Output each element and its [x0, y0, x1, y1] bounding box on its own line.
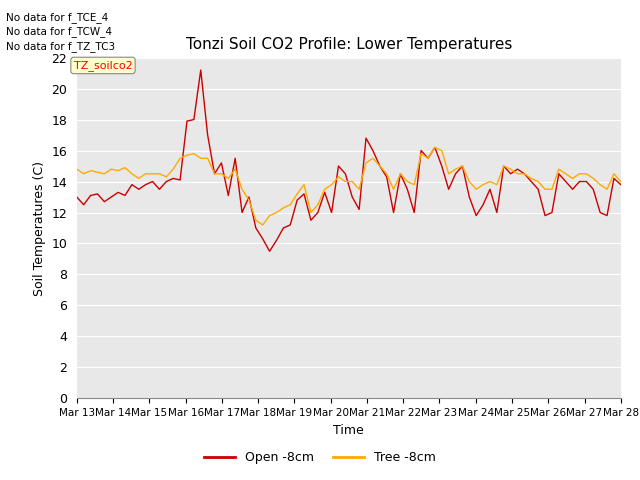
Legend: Open -8cm, Tree -8cm: Open -8cm, Tree -8cm	[199, 446, 441, 469]
Tree -8cm	[459, 163, 467, 169]
Tree -8cm	[259, 222, 267, 228]
Open -8cm	[459, 163, 467, 169]
Tree -8cm	[438, 148, 445, 154]
Open -8cm	[73, 194, 81, 200]
Title: Tonzi Soil CO2 Profile: Lower Temperatures: Tonzi Soil CO2 Profile: Lower Temperatur…	[186, 37, 512, 52]
Open -8cm	[410, 210, 418, 216]
Open -8cm	[266, 248, 273, 254]
Tree -8cm	[73, 166, 81, 172]
Tree -8cm	[403, 179, 411, 184]
X-axis label: Time: Time	[333, 424, 364, 437]
Open -8cm	[438, 163, 445, 169]
Open -8cm	[417, 148, 425, 154]
Tree -8cm	[617, 179, 625, 184]
Tree -8cm	[410, 182, 418, 188]
Tree -8cm	[321, 186, 328, 192]
Line: Open -8cm: Open -8cm	[77, 70, 621, 251]
Tree -8cm	[569, 176, 577, 181]
Text: No data for f_TCE_4: No data for f_TCE_4	[6, 12, 109, 23]
Text: No data for f_TCW_4: No data for f_TCW_4	[6, 26, 113, 37]
Open -8cm	[197, 67, 205, 73]
Y-axis label: Soil Temperatures (C): Soil Temperatures (C)	[33, 160, 45, 296]
Text: No data for f_TZ_TC3: No data for f_TZ_TC3	[6, 41, 116, 52]
Tree -8cm	[431, 144, 438, 150]
Open -8cm	[569, 186, 577, 192]
Open -8cm	[617, 182, 625, 188]
Open -8cm	[328, 210, 335, 216]
Line: Tree -8cm: Tree -8cm	[77, 147, 621, 225]
Text: TZ_soilco2: TZ_soilco2	[74, 60, 132, 71]
